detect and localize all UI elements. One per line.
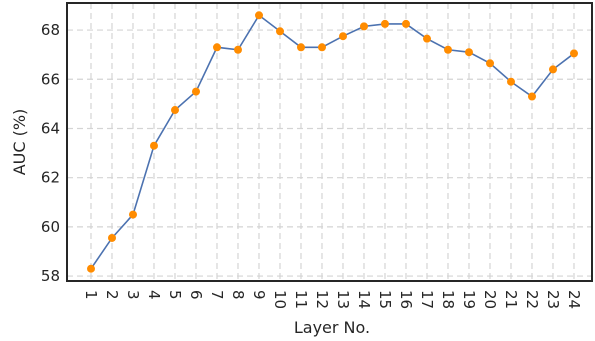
data-point [276, 27, 284, 36]
x-tick-label: 14 [355, 290, 373, 309]
x-tick-labels: 1 2 3 4 5 6 7 8 9 10 11 12 13 14 15 16 17 18 19 20 21 22 23 24 [82, 290, 583, 309]
x-tick-label: 1 [82, 290, 100, 300]
x-tick-label: 24 [565, 290, 583, 309]
x-axis-label: Layer No. [294, 318, 370, 337]
data-point [549, 65, 557, 74]
data-point [87, 264, 95, 273]
data-point [129, 210, 137, 219]
y-tick-label: 66 [41, 70, 60, 88]
y-tick-label: 58 [41, 267, 60, 285]
data-point [465, 48, 473, 57]
grid-lines [67, 3, 592, 281]
x-tick-label: 4 [145, 290, 163, 300]
x-tick-label: 20 [481, 290, 499, 309]
x-tick-label: 7 [208, 290, 226, 300]
x-tick-label: 11 [292, 290, 310, 309]
data-point [318, 43, 326, 52]
data-point [507, 77, 515, 86]
x-tick-label: 23 [544, 290, 562, 309]
x-tick-label: 21 [502, 290, 520, 309]
x-tick-label: 22 [523, 290, 541, 309]
x-tick-label: 3 [124, 290, 142, 300]
series-line [90, 14, 575, 270]
x-tick-label: 19 [460, 290, 478, 309]
y-tick-label: 62 [41, 169, 60, 187]
data-point [360, 22, 368, 31]
x-tick-label: 15 [376, 290, 394, 309]
data-point [402, 19, 410, 28]
data-point [108, 233, 116, 242]
data-point [381, 19, 389, 28]
y-axis-label: AUC (%) [10, 109, 29, 176]
data-point [423, 34, 431, 43]
data-point [213, 43, 221, 52]
series-layer [87, 11, 578, 273]
data-point [570, 49, 578, 58]
x-tick-label: 18 [439, 290, 457, 309]
data-point [339, 32, 347, 41]
x-tick-label: 12 [313, 290, 331, 309]
data-point [528, 92, 536, 101]
x-tick-label: 2 [103, 290, 121, 300]
x-tick-label: 16 [397, 290, 415, 309]
plot-frame [66, 2, 593, 282]
x-tick-label: 17 [418, 290, 436, 309]
y-tick-labels: 58 60 62 64 66 68 [41, 21, 60, 285]
data-point [171, 106, 179, 115]
x-tick-label: 8 [229, 290, 247, 300]
y-tick-label: 68 [41, 21, 60, 39]
x-tick-label: 9 [250, 290, 268, 300]
data-point [486, 59, 494, 68]
x-tick-label: 10 [271, 290, 289, 309]
y-tick-label: 64 [41, 119, 60, 137]
data-point [297, 43, 305, 52]
x-tick-label: 13 [334, 290, 352, 309]
x-tick-label: 5 [166, 290, 184, 300]
data-point [192, 87, 200, 96]
x-tick-label: 6 [187, 290, 205, 300]
y-tick-label: 60 [41, 218, 60, 236]
data-point [150, 141, 158, 150]
data-point [234, 45, 242, 54]
data-point [255, 11, 263, 20]
data-point [444, 45, 452, 54]
